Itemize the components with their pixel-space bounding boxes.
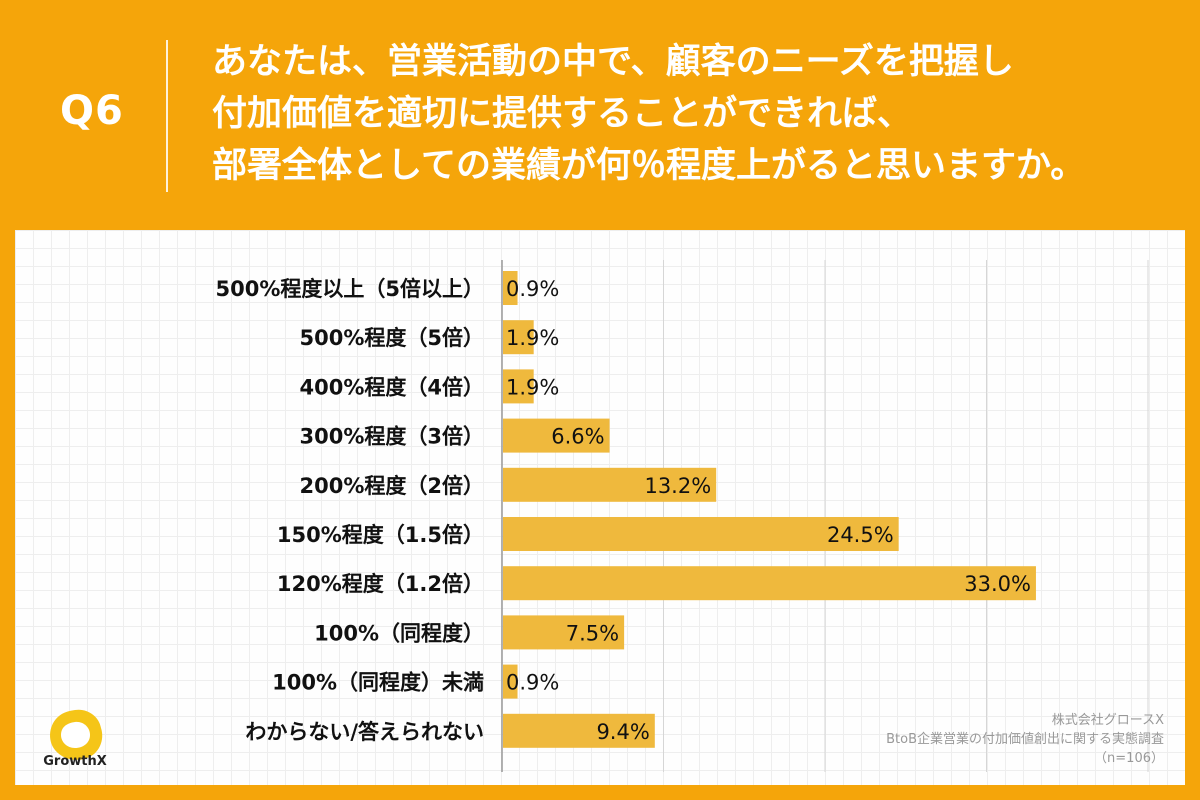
credit-survey: BtoB企業営業の付加価値創出に関する実態調査: [886, 732, 1164, 747]
bar-4: [503, 418, 610, 453]
category-label-9: 100%（同程度）未満: [272, 671, 484, 695]
credit-company: 株式会社グロースX: [1051, 713, 1164, 728]
bar-3: [503, 369, 534, 404]
value-label-8: 7.5%: [566, 621, 619, 645]
question-line-2: 付加価値を適切に提供することができれば、: [212, 94, 913, 134]
source-credit: 株式会社グロースX BtoB企業営業の付加価値創出に関する実態調査 （n=106…: [804, 711, 1164, 768]
bar-5: [503, 467, 717, 502]
category-label-8: 100%（同程度）: [314, 621, 484, 645]
category-label-4: 300%程度（3倍）: [300, 425, 485, 449]
category-label-5: 200%程度（2倍）: [300, 474, 485, 498]
credit-sample: （n=106）: [1094, 751, 1164, 766]
category-label-1: 500%程度以上（5倍以上）: [216, 277, 485, 301]
bar-7: [503, 566, 1036, 601]
bar-2: [503, 320, 534, 355]
category-label-2: 500%程度（5倍）: [300, 326, 485, 350]
bar-1: [503, 271, 518, 305]
category-label-10: わからない/答えられない: [245, 720, 484, 744]
question-header: Q6 あなたは、営業活動の中で、顧客のニーズを把握し 付加価値を適切に提供するこ…: [0, 0, 1200, 230]
category-label-7: 120%程度（1.2倍）: [277, 572, 484, 596]
bar-10: [503, 713, 655, 748]
growthx-logo-icon: [50, 709, 103, 760]
bar-6: [503, 517, 899, 551]
value-label-9: 0.9%: [506, 671, 559, 695]
value-label-7: 33.0%: [964, 572, 1031, 596]
category-label-3: 400%程度（4倍）: [300, 375, 485, 399]
category-label-6: 150%程度（1.5倍）: [277, 523, 484, 547]
value-label-6: 24.5%: [827, 523, 894, 547]
logo-text: GrowthX: [43, 754, 107, 769]
value-label-4: 6.6%: [551, 425, 604, 449]
question-line-3: 部署全体としての業績が何％程度上がると思いますか。: [212, 146, 1086, 186]
value-label-3: 1.9%: [506, 375, 559, 399]
value-label-1: 0.9%: [506, 277, 559, 301]
value-label-2: 1.9%: [506, 326, 559, 350]
question-text: あなたは、営業活動の中で、顧客のニーズを把握し 付加価値を適切に提供することがで…: [212, 36, 1172, 192]
chart-panel: 500%程度以上（5倍以上） 0.9% 500%程度（5倍） 1.9% 400%程度（4…: [15, 230, 1185, 785]
question-line-1: あなたは、営業活動の中で、顧客のニーズを把握し: [212, 42, 1014, 82]
bar-9: [503, 664, 518, 699]
header-divider: [166, 40, 168, 192]
bar-8: [503, 615, 625, 650]
bar-chart: 500%程度以上（5倍以上） 0.9% 500%程度（5倍） 1.9% 400%程度（4…: [216, 260, 1149, 772]
value-label-10: 9.4%: [596, 720, 649, 744]
question-number: Q6: [60, 88, 124, 134]
value-label-5: 13.2%: [644, 474, 711, 498]
